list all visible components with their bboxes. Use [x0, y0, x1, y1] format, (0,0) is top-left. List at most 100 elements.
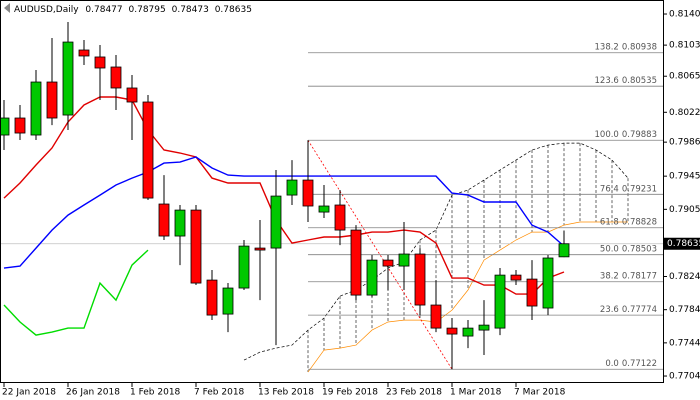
- fib-label: 123.6 0.80535: [595, 76, 658, 86]
- x-tick-label: 26 Jan 2018: [66, 388, 120, 398]
- candle-body: [430, 304, 442, 329]
- symbol-icon: [4, 3, 10, 13]
- open-value: 0.78477: [85, 5, 122, 15]
- fib-price-text: 0.78828: [622, 217, 657, 227]
- candle-body: [174, 209, 186, 237]
- last-price-label: 0.78635: [667, 239, 700, 249]
- candle-body: [334, 204, 346, 231]
- plot-frame: [0, 0, 664, 383]
- x-tick-label: 7 Feb 2018: [194, 388, 245, 398]
- fib-label: 23.6 0.77774: [600, 305, 657, 315]
- fib-level-text: 23.6: [600, 305, 619, 315]
- fib-price-text: 0.78503: [622, 244, 657, 254]
- candle-body: [46, 81, 58, 119]
- candle-body: [462, 327, 474, 337]
- fib-level-text: 61.8: [600, 217, 619, 227]
- candle-body: [270, 195, 282, 249]
- x-tick-label: 13 Feb 2018: [258, 388, 314, 398]
- candle-body: [190, 209, 202, 284]
- x-tick-label: 22 Jan 2018: [2, 388, 56, 398]
- candle-body: [142, 101, 154, 199]
- last-price-box: [664, 237, 700, 250]
- cloud-upper: [243, 142, 629, 361]
- candle-body: [542, 257, 554, 309]
- candle-body: [318, 205, 330, 213]
- candle-body: [478, 324, 490, 331]
- high-value: 0.78795: [129, 5, 166, 15]
- candle-body: [446, 327, 458, 335]
- low-value: 0.78473: [172, 5, 209, 15]
- candle-body: [382, 259, 394, 267]
- fib-level-text: 76.4: [600, 184, 619, 194]
- candle-body: [94, 56, 106, 69]
- y-tick-label: 0.80655: [669, 72, 700, 82]
- fib-price-text: 0.79883: [622, 130, 657, 140]
- candle-body: [126, 87, 138, 103]
- candle-body: [254, 247, 266, 251]
- chart-title: AUDUSD,Daily 0.78477 0.78795 0.78473 0.7…: [14, 5, 252, 15]
- candle-body: [62, 41, 74, 116]
- indicator-line: [3, 156, 565, 269]
- fib-label: 100.0 0.79883: [595, 130, 658, 140]
- indicator-line: [3, 249, 149, 336]
- y-tick-label: 0.77040: [669, 372, 700, 382]
- fib-level-text: 50.0: [600, 244, 619, 254]
- candle-body: [206, 279, 218, 316]
- fib-price-text: 0.79231: [622, 184, 657, 194]
- fib-level-text: 138.2: [595, 42, 619, 52]
- candle-body: [302, 179, 314, 207]
- candle-body: [398, 253, 410, 267]
- x-tick-label: 23 Feb 2018: [386, 388, 442, 398]
- fib-label: 38.2 0.78177: [600, 271, 657, 281]
- candle-body: [238, 245, 250, 289]
- candle-body: [350, 229, 362, 296]
- fib-label: 0.0 0.77122: [605, 359, 657, 369]
- cloud-lower: [307, 221, 628, 373]
- candle-body: [414, 253, 426, 306]
- candle-body: [526, 278, 538, 307]
- fib-label: 138.2 0.80938: [595, 42, 658, 52]
- candle-body: [78, 49, 90, 57]
- candle-body: [14, 117, 26, 134]
- fib-level-text: 100.0: [595, 130, 619, 140]
- indicator-line: [3, 96, 565, 295]
- symbol: AUDUSD,Daily: [14, 5, 79, 15]
- y-tick-label: 0.81405: [669, 10, 700, 20]
- candle-body: [366, 259, 378, 296]
- x-tick-label: 19 Feb 2018: [322, 388, 378, 398]
- candle-body: [1, 117, 10, 136]
- candle-body: [158, 203, 170, 237]
- fib-price-text: 0.80938: [622, 42, 657, 52]
- fib-label: 50.0 0.78503: [600, 244, 657, 254]
- fib-diagonal: [307, 140, 453, 370]
- candle-body: [510, 274, 522, 281]
- fib-label: 76.4 0.79231: [600, 184, 657, 194]
- candle-body: [558, 243, 570, 258]
- candle-body: [222, 287, 234, 315]
- fib-price-text: 0.80535: [622, 76, 657, 86]
- fib-level-text: 38.2: [600, 271, 619, 281]
- candle-body: [494, 274, 506, 329]
- x-tick-label: 1 Mar 2018: [450, 388, 502, 398]
- candle-body: [30, 81, 42, 136]
- fib-price-text: 0.78177: [622, 271, 657, 281]
- fib-level-text: 0.0: [605, 359, 619, 369]
- fib-price-text: 0.77774: [622, 305, 657, 315]
- fib-level-text: 123.6: [595, 76, 619, 86]
- fib-price-text: 0.77122: [622, 359, 657, 369]
- close-value: 0.78635: [215, 5, 252, 15]
- x-tick-label: 1 Feb 2018: [130, 388, 181, 398]
- plot: 138.2 0.80938 123.6 0.80535 100.0 0.79883 76.4…: [1, 21, 663, 373]
- candle-body: [286, 179, 298, 196]
- x-tick-label: 7 Mar 2018: [514, 388, 566, 398]
- candle-body: [110, 66, 122, 89]
